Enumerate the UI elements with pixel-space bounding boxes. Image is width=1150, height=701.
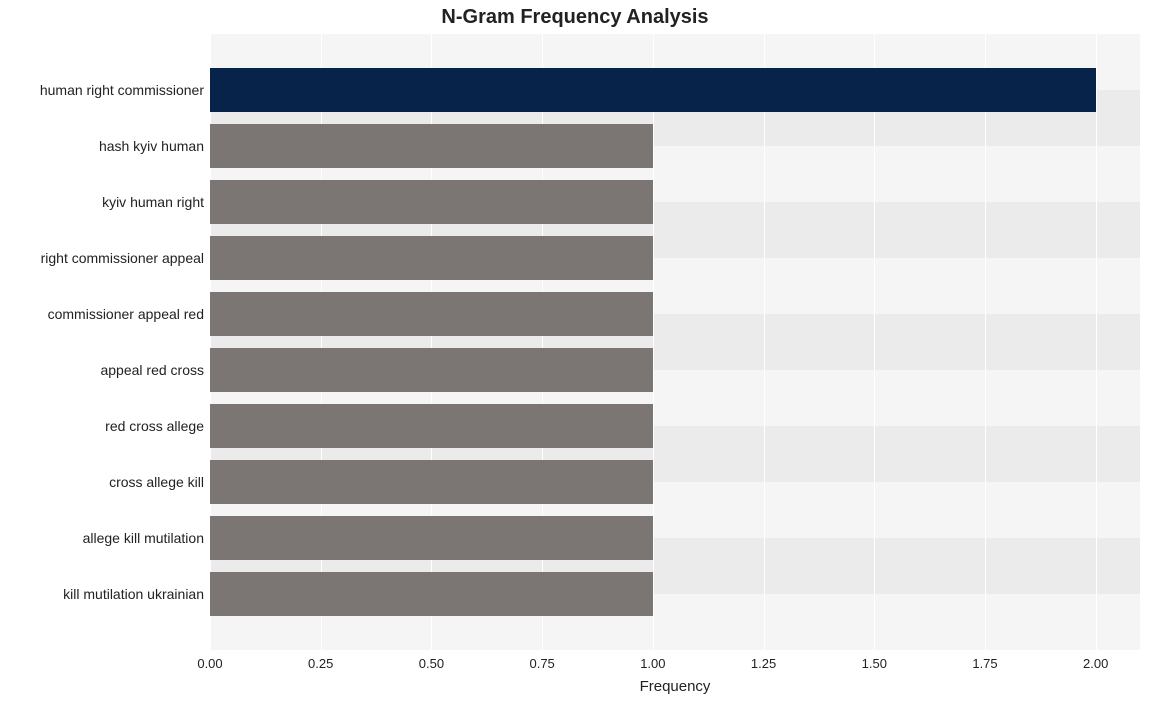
- x-tick-label: 0.25: [308, 650, 333, 671]
- bar: [210, 292, 653, 336]
- bar: [210, 236, 653, 280]
- y-tick-label: human right commissioner: [40, 82, 210, 98]
- x-tick-label: 1.00: [640, 650, 665, 671]
- bar: [210, 68, 1096, 112]
- bar: [210, 516, 653, 560]
- gridline: [1096, 34, 1097, 650]
- x-tick-label: 0.75: [529, 650, 554, 671]
- x-axis-label: Frequency: [210, 650, 1140, 695]
- y-tick-label: red cross allege: [105, 418, 210, 434]
- bar: [210, 460, 653, 504]
- x-tick-label: 1.75: [972, 650, 997, 671]
- x-tick-label: 0.50: [419, 650, 444, 671]
- gridline: [764, 34, 765, 650]
- x-tick-label: 2.00: [1083, 650, 1108, 671]
- y-tick-label: cross allege kill: [109, 474, 210, 490]
- ngram-frequency-chart: N-Gram Frequency Analysis Frequency huma…: [0, 0, 1150, 701]
- bar: [210, 348, 653, 392]
- bar: [210, 404, 653, 448]
- bar: [210, 572, 653, 616]
- y-tick-label: allege kill mutilation: [83, 530, 210, 546]
- y-tick-label: kyiv human right: [102, 194, 210, 210]
- y-tick-label: appeal red cross: [100, 362, 210, 378]
- gridline: [985, 34, 986, 650]
- bar: [210, 180, 653, 224]
- x-tick-label: 0.00: [197, 650, 222, 671]
- gridline: [874, 34, 875, 650]
- y-tick-label: right commissioner appeal: [41, 250, 210, 266]
- gridline: [653, 34, 654, 650]
- chart-title: N-Gram Frequency Analysis: [0, 6, 1150, 29]
- y-tick-label: kill mutilation ukrainian: [63, 586, 210, 602]
- bar: [210, 124, 653, 168]
- y-tick-label: commissioner appeal red: [48, 306, 210, 322]
- x-tick-label: 1.25: [751, 650, 776, 671]
- plot-area: Frequency human right commissionerhash k…: [210, 34, 1140, 650]
- x-tick-label: 1.50: [862, 650, 887, 671]
- y-tick-label: hash kyiv human: [99, 138, 210, 154]
